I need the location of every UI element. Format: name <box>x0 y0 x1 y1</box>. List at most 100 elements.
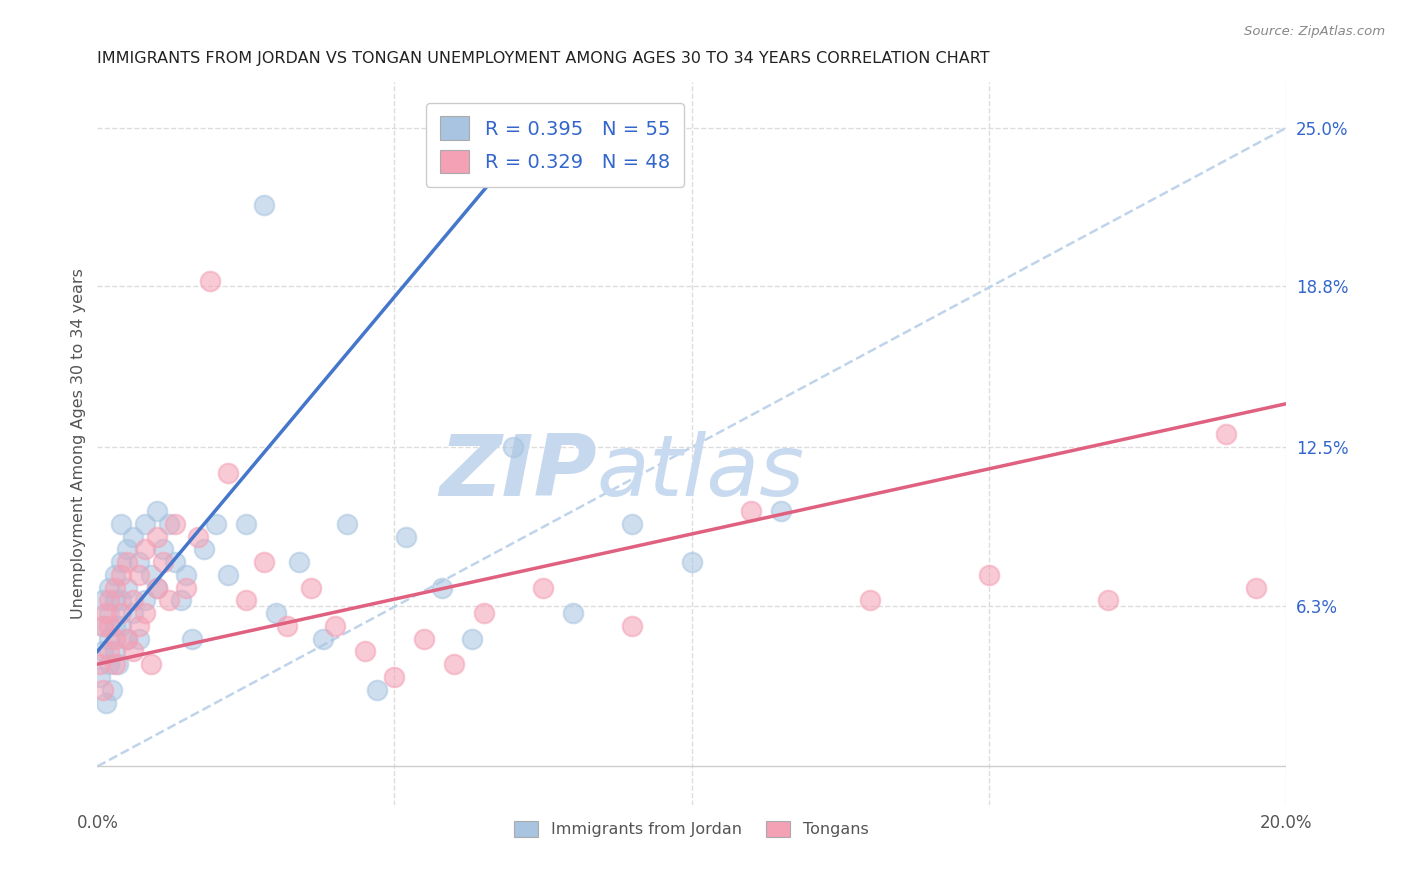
Point <box>146 530 169 544</box>
Point <box>1097 593 1119 607</box>
Point <box>104 632 127 646</box>
Point <box>122 606 145 620</box>
Point <box>104 567 127 582</box>
Point <box>353 644 375 658</box>
Point <box>110 593 132 607</box>
Point <box>134 606 156 620</box>
Point <box>1244 581 1267 595</box>
Point <box>146 504 169 518</box>
Point <box>157 516 180 531</box>
Point <box>101 682 124 697</box>
Point <box>288 555 311 569</box>
Point <box>193 542 215 557</box>
Point <box>235 593 257 607</box>
Point <box>413 632 436 646</box>
Point <box>299 581 322 595</box>
Point <box>323 619 346 633</box>
Point <box>187 530 209 544</box>
Point <box>91 593 114 607</box>
Point <box>110 619 132 633</box>
Point <box>89 657 111 672</box>
Point <box>384 670 406 684</box>
Point <box>621 619 644 633</box>
Point <box>104 657 127 672</box>
Point <box>977 567 1000 582</box>
Point <box>110 567 132 582</box>
Point <box>443 657 465 672</box>
Point <box>91 619 114 633</box>
Point <box>163 516 186 531</box>
Point <box>134 516 156 531</box>
Point <box>122 644 145 658</box>
Point <box>681 555 703 569</box>
Point <box>235 516 257 531</box>
Point <box>104 581 127 595</box>
Point <box>253 197 276 211</box>
Point <box>128 555 150 569</box>
Point <box>98 593 121 607</box>
Point <box>176 567 198 582</box>
Point <box>134 542 156 557</box>
Point <box>200 274 222 288</box>
Point <box>502 440 524 454</box>
Point <box>128 619 150 633</box>
Point <box>460 632 482 646</box>
Point <box>217 567 239 582</box>
Point <box>472 606 495 620</box>
Point <box>110 516 132 531</box>
Point <box>104 619 127 633</box>
Point <box>395 530 418 544</box>
Point <box>98 606 121 620</box>
Point <box>128 567 150 582</box>
Point <box>146 581 169 595</box>
Point <box>253 555 276 569</box>
Point <box>139 567 162 582</box>
Point <box>312 632 335 646</box>
Text: IMMIGRANTS FROM JORDAN VS TONGAN UNEMPLOYMENT AMONG AGES 30 TO 34 YEARS CORRELAT: IMMIGRANTS FROM JORDAN VS TONGAN UNEMPLO… <box>97 51 990 66</box>
Point <box>561 606 583 620</box>
Point <box>115 555 138 569</box>
Point <box>157 593 180 607</box>
Point <box>336 516 359 531</box>
Point <box>115 581 138 595</box>
Point <box>98 619 121 633</box>
Point <box>91 644 114 658</box>
Point <box>104 644 127 658</box>
Point <box>134 593 156 607</box>
Point <box>531 581 554 595</box>
Point <box>98 632 121 646</box>
Point <box>115 632 138 646</box>
Point <box>98 581 121 595</box>
Point <box>139 657 162 672</box>
Point <box>89 670 111 684</box>
Point <box>96 606 118 620</box>
Point <box>217 466 239 480</box>
Point <box>107 657 129 672</box>
Text: ZIP: ZIP <box>439 431 596 514</box>
Point <box>621 516 644 531</box>
Point <box>98 644 121 658</box>
Text: atlas: atlas <box>596 431 804 514</box>
Point <box>264 606 287 620</box>
Point <box>169 593 191 607</box>
Point <box>740 504 762 518</box>
Point <box>128 632 150 646</box>
Point <box>1215 427 1237 442</box>
Point <box>163 555 186 569</box>
Point <box>110 606 132 620</box>
Point <box>276 619 298 633</box>
Point <box>122 593 145 607</box>
Point <box>96 696 118 710</box>
Point <box>91 682 114 697</box>
Point <box>152 542 174 557</box>
Point <box>146 581 169 595</box>
Text: Source: ZipAtlas.com: Source: ZipAtlas.com <box>1244 25 1385 38</box>
Legend: Immigrants from Jordan, Tongans: Immigrants from Jordan, Tongans <box>508 814 875 844</box>
Point <box>366 682 388 697</box>
Point <box>181 632 204 646</box>
Point <box>110 555 132 569</box>
Point <box>115 542 138 557</box>
Point <box>205 516 228 531</box>
Point <box>91 619 114 633</box>
Point <box>104 593 127 607</box>
